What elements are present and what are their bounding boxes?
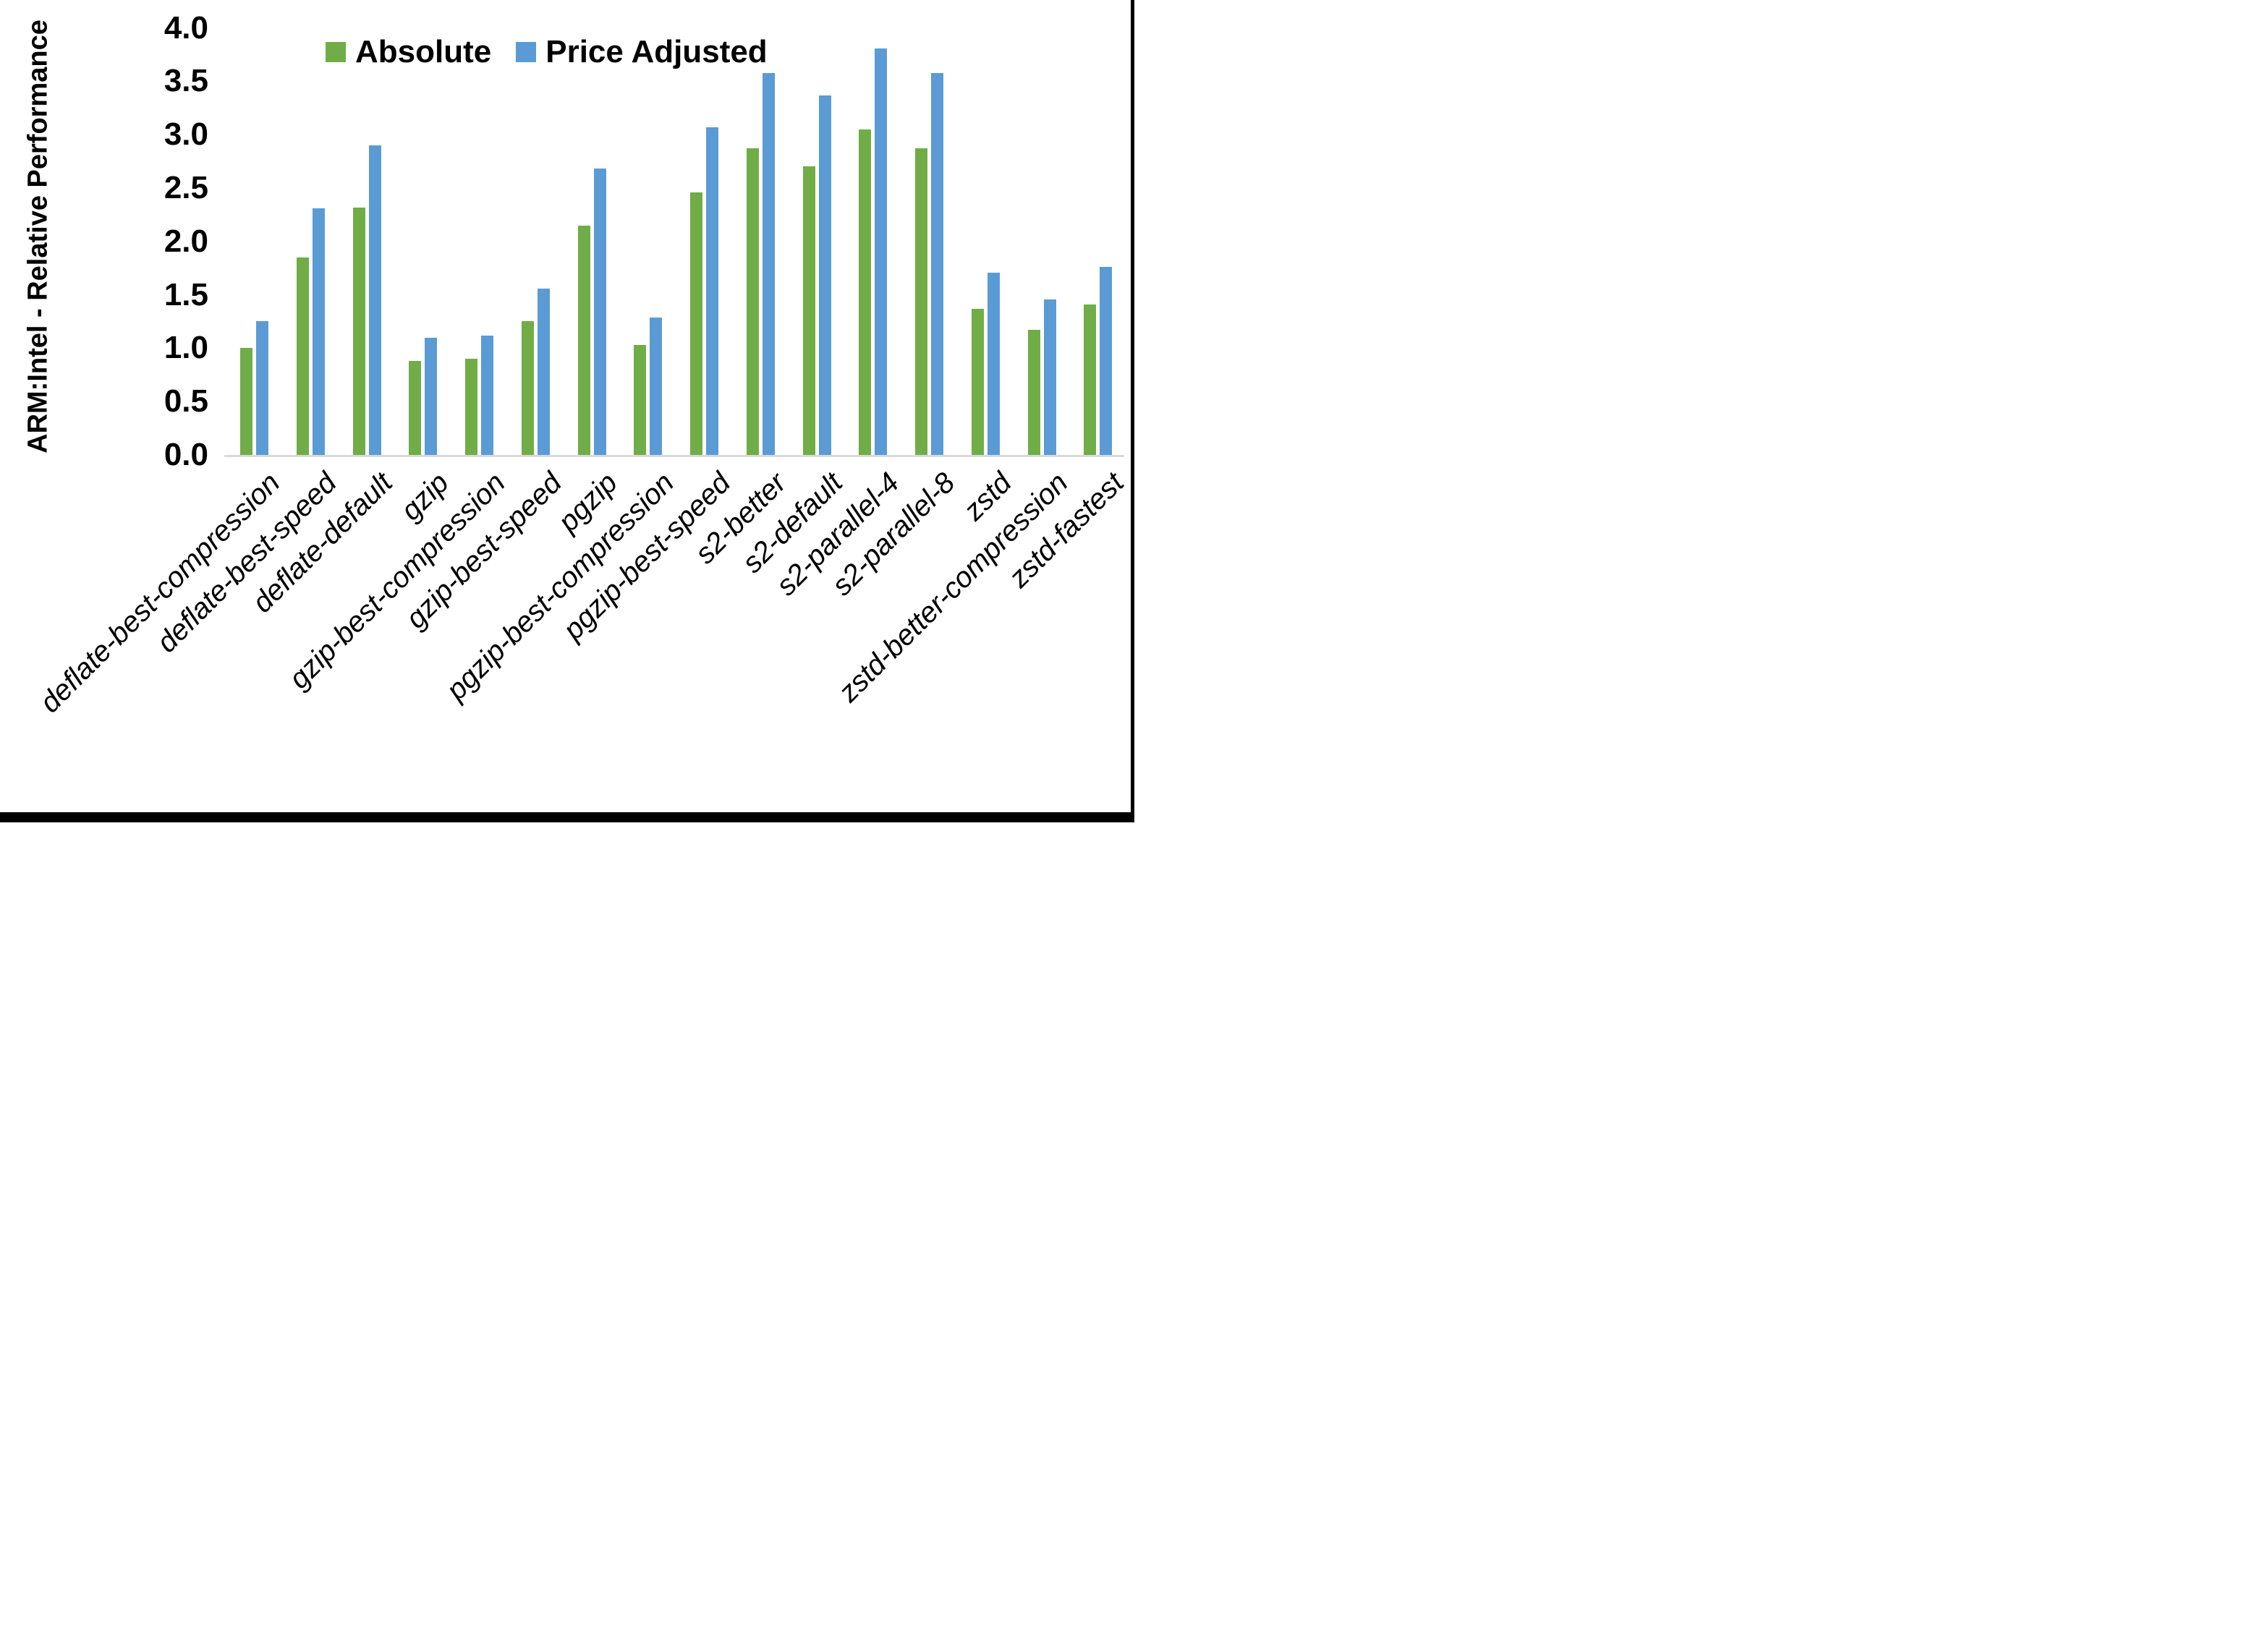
legend-swatch-price-adjusted-icon — [516, 42, 537, 62]
bar-price-adjusted — [650, 318, 663, 455]
y-tick-label: 2.0 — [163, 223, 208, 259]
y-tick-label: 0.5 — [163, 383, 208, 419]
y-tick-label: 3.0 — [163, 116, 208, 153]
bar-absolute — [802, 166, 815, 455]
bar-group — [506, 17, 561, 455]
bar-absolute — [634, 345, 647, 455]
legend-label-absolute: Absolute — [355, 34, 492, 69]
bar-group — [956, 17, 1011, 455]
bar-absolute — [971, 309, 984, 455]
bar-group — [731, 17, 786, 455]
y-tick-label: 4.0 — [163, 9, 208, 46]
bar-group — [224, 17, 280, 455]
bar-price-adjusted — [762, 73, 775, 455]
bar-group — [393, 17, 449, 455]
bar-group — [281, 17, 336, 455]
bar-group — [618, 17, 674, 455]
bar-price-adjusted — [706, 127, 718, 455]
y-axis-ticks: 4.0 3.5 3.0 2.5 2.0 1.5 1.0 0.5 0.0 — [0, 0, 208, 812]
bar-absolute — [1084, 304, 1097, 455]
legend-item-absolute: Absolute — [326, 36, 491, 68]
bar-group — [674, 17, 730, 455]
bar-absolute — [409, 361, 422, 455]
bar-price-adjusted — [593, 169, 606, 455]
bar-price-adjusted — [481, 336, 493, 455]
bar-absolute — [296, 257, 309, 455]
bar-absolute — [465, 359, 477, 455]
plot-area — [224, 17, 1124, 457]
bar-price-adjusted — [425, 338, 438, 455]
y-tick-label: 1.5 — [163, 276, 208, 312]
bar-group — [1012, 17, 1068, 455]
bar-group — [562, 17, 618, 455]
bar-price-adjusted — [368, 145, 381, 455]
bar-price-adjusted — [1100, 267, 1113, 455]
legend-item-price-adjusted: Price Adjusted — [516, 34, 768, 69]
bar-absolute — [521, 321, 534, 455]
bar-group — [337, 17, 393, 455]
chart-figure: ARM:Intel - Relative Performance Absolut… — [0, 0, 1134, 822]
bar-price-adjusted — [312, 208, 325, 455]
bar-group — [449, 17, 505, 455]
bar-absolute — [859, 129, 872, 455]
bar-absolute — [690, 192, 702, 455]
legend: Absolute Price Adjusted — [326, 36, 768, 68]
bar-price-adjusted — [818, 95, 831, 455]
bar-price-adjusted — [875, 48, 888, 455]
bar-group — [843, 17, 899, 455]
bar-group — [899, 17, 955, 455]
bar-absolute — [1027, 330, 1040, 455]
x-axis-labels: deflate-best-compression deflate-best-spe… — [34, 463, 1130, 803]
bar-absolute — [240, 348, 252, 455]
bar-price-adjusted — [1043, 299, 1056, 455]
bar-absolute — [577, 226, 590, 455]
legend-swatch-absolute-icon — [326, 42, 346, 62]
y-tick-label: 2.5 — [163, 170, 208, 205]
bar-absolute — [352, 208, 365, 455]
bar-absolute — [746, 148, 759, 455]
bar-group — [787, 17, 843, 455]
y-tick-label: 0.0 — [163, 437, 208, 472]
bar-price-adjusted — [537, 289, 550, 455]
y-tick-label: 3.5 — [163, 63, 208, 99]
bar-price-adjusted — [256, 321, 268, 455]
bar-price-adjusted — [987, 273, 1000, 455]
y-tick-label: 1.0 — [163, 330, 208, 366]
bar-group — [1068, 17, 1124, 455]
bar-price-adjusted — [931, 73, 943, 455]
bar-absolute — [915, 148, 927, 455]
legend-label-price-adjusted: Price Adjusted — [545, 34, 768, 69]
